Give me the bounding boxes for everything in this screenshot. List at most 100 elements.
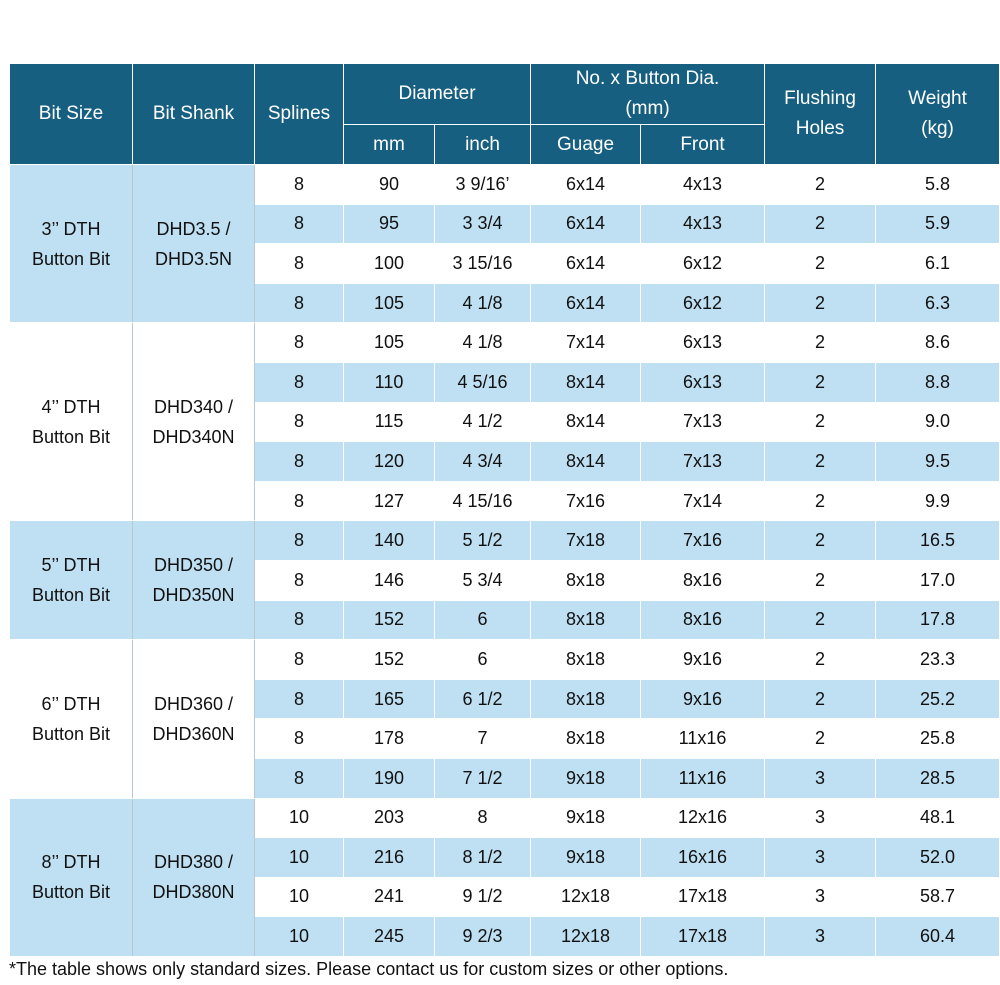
cell-holes: 2 [764, 480, 877, 522]
table-row: 10 216 8 1/2 9x18 16x16 3 52.0 [10, 837, 1000, 878]
cell-front: 8x16 [640, 599, 766, 641]
cell-holes: 3 [764, 757, 877, 799]
cell-mm: 216 [343, 837, 435, 878]
bit-size-cell: 6’’ DTH Button Bit [9, 639, 133, 799]
cell-inch: 5 1/2 [433, 520, 532, 561]
table-row: 8 178 7 8x18 11x16 2 25.8 [10, 718, 1000, 759]
footnote: *The table shows only standard sizes. Pl… [9, 959, 729, 979]
bit-size-cell: 5’’ DTH Button Bit [9, 520, 133, 641]
cell-splines: 8 [254, 322, 344, 363]
table-body: 3’’ DTH Button Bit DHD3.5 /DHD3.5N 8 90 3 9/1… [9, 163, 1000, 957]
header-weight: Weight (kg) [875, 63, 1000, 165]
header-button-dia: No. x Button Dia. (mm) [530, 63, 766, 125]
cell-inch: 3 3/4 [433, 203, 532, 245]
cell-weight: 48.1 [875, 797, 1000, 839]
cell-holes: 2 [764, 599, 877, 641]
cell-splines: 8 [254, 164, 344, 205]
table-row: 8 100 3 15/16 6x14 6x12 2 6.1 [10, 243, 1000, 284]
table-row: 8’’ DTH Button Bit DHD380 /DHD380N 10 203 8 9x… [9, 797, 1000, 957]
cell-mm: 152 [343, 639, 435, 680]
cell-splines: 8 [254, 599, 344, 641]
bit-size-line1: 8’’ DTH [41, 852, 101, 873]
cell-mm: 90 [343, 164, 435, 205]
cell-front: 7x16 [640, 520, 766, 561]
cell-guage: 6x14 [530, 243, 642, 284]
button-bit-spec-table: Bit Size Bit Shank Splines Diameter No. … [9, 63, 1000, 957]
cell-weight: 5.9 [875, 203, 1000, 245]
bit-shank-line1: DHD350 / [153, 555, 234, 576]
cell-mm: 241 [343, 876, 435, 918]
cell-guage: 8x14 [530, 441, 642, 482]
cell-holes: 3 [764, 797, 877, 839]
cell-weight: 9.9 [875, 480, 1000, 522]
cell-weight: 25.2 [875, 678, 1000, 720]
header-button-dia-line1: No. x Button Dia. [575, 68, 720, 89]
cell-weight: 5.8 [875, 164, 1000, 205]
bit-shank-cell: DHD350 / DHD350N [132, 520, 255, 641]
cell-holes: 2 [764, 639, 877, 680]
cell-inch: 4 1/2 [433, 401, 532, 443]
cell-inch: 6 [433, 639, 532, 680]
bit-shank-line2: DHD380N [152, 882, 235, 903]
cell-inch: 9 1/2 [433, 876, 532, 918]
bit-shank-line2: DHD360N [152, 723, 235, 744]
cell-splines: 8 [254, 678, 344, 720]
cell-inch: 3 9/16’ [433, 164, 532, 205]
cell-front: 17x18 [640, 916, 766, 957]
cell-guage: 8x18 [530, 639, 642, 680]
cell-mm: 165 [343, 678, 435, 720]
cell-weight: 17.8 [875, 599, 1000, 641]
cell-mm: 127 [343, 480, 435, 522]
cell-weight: 8.6 [875, 322, 1000, 363]
cell-holes: 2 [764, 520, 877, 561]
bit-shank-line1: DHD380 / [153, 852, 234, 873]
table-row: 8 120 4 3/4 8x14 7x13 2 9.5 [10, 441, 1000, 482]
cell-front: 16x16 [640, 837, 766, 878]
cell-guage: 8x14 [530, 401, 642, 443]
cell-weight: 6.3 [875, 282, 1000, 324]
cell-guage: 6x14 [530, 282, 642, 324]
table-row: 8 146 5 3/4 8x18 8x16 2 17.0 [10, 559, 1000, 601]
cell-front: 7x14 [640, 480, 766, 522]
header-flushing-line2: Holes [795, 118, 845, 139]
cell-weight: 17.0 [875, 559, 1000, 601]
table-row: 6’’ DTH Button Bit DHD360 /DHD360N 8 152 6 8x1… [9, 639, 1000, 799]
header-bit-size: Bit Size [9, 63, 133, 165]
cell-weight: 23.3 [875, 639, 1000, 680]
cell-weight: 25.8 [875, 718, 1000, 759]
bit-size-line2: Button Bit [31, 248, 111, 269]
bit-size-cell: 4’’ DTH Button Bit [9, 322, 133, 522]
cell-mm: 190 [343, 757, 435, 799]
cell-weight: 58.7 [875, 876, 1000, 918]
cell-mm: 178 [343, 718, 435, 759]
cell-front: 4x13 [640, 203, 766, 245]
table-row: 8 152 6 8x18 8x16 2 17.8 [10, 599, 1000, 641]
table-row: 4’’ DTH Button Bit DHD340 /DHD340N 8 105 4 1/… [9, 322, 1000, 522]
cell-holes: 2 [764, 322, 877, 363]
table-row: 10 245 9 2/3 12x18 17x18 3 60.4 [10, 916, 1000, 957]
cell-holes: 3 [764, 876, 877, 918]
cell-inch: 6 1/2 [433, 678, 532, 720]
cell-splines: 10 [254, 916, 344, 957]
cell-splines: 8 [254, 243, 344, 284]
cell-mm: 203 [343, 797, 435, 839]
cell-front: 17x18 [640, 876, 766, 918]
bit-size-line1: 5’’ DTH [41, 555, 101, 576]
bit-size-line2: Button Bit [31, 426, 111, 447]
bit-size-cell: 3’’ DTH Button Bit [9, 163, 133, 324]
cell-front: 8x16 [640, 559, 766, 601]
header-bit-shank: Bit Shank [132, 63, 255, 165]
cell-inch: 4 1/8 [433, 322, 532, 363]
cell-weight: 9.0 [875, 401, 1000, 443]
cell-inch: 4 15/16 [433, 480, 532, 522]
cell-guage: 8x18 [530, 718, 642, 759]
header-flushing-holes: Flushing Holes [764, 63, 877, 165]
bit-shank-cell: DHD380 / DHD380N [132, 797, 255, 957]
cell-mm: 100 [343, 243, 435, 284]
cell-guage: 7x16 [530, 480, 642, 522]
cell-front: 7x13 [640, 401, 766, 443]
cell-front: 11x16 [640, 718, 766, 759]
header-diameter-mm: mm [343, 124, 435, 165]
cell-splines: 8 [254, 282, 344, 324]
cell-holes: 2 [764, 559, 877, 601]
